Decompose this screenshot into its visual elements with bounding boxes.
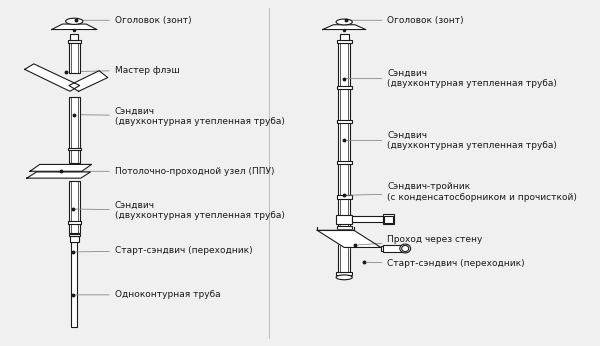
Text: Одноконтурная труба: Одноконтурная труба [76,290,220,299]
Bar [68,234,80,236]
Bar [337,40,352,44]
Bar [68,40,81,44]
Text: Потолочно-проходной узел (ППУ): Потолочно-проходной узел (ППУ) [64,167,274,176]
Bar [68,221,81,224]
Bar [68,148,81,151]
Text: Старт-сэндвич (переходник): Старт-сэндвич (переходник) [76,246,253,255]
Ellipse shape [402,245,409,252]
Bar [382,246,404,252]
Text: Проход через стену: Проход через стену [358,235,483,245]
Bar [383,214,394,225]
Polygon shape [52,24,97,29]
Bar [71,242,77,327]
Bar [337,226,352,229]
Text: Оголовок (зонт): Оголовок (зонт) [349,16,464,25]
Text: Оголовок (зонт): Оголовок (зонт) [79,16,191,25]
Text: Сэндвич
(двухконтурная утепленная труба): Сэндвич (двухконтурная утепленная труба) [346,131,557,150]
Bar [69,43,80,73]
Polygon shape [317,230,381,247]
Polygon shape [30,164,92,171]
Bar [352,216,383,222]
Bar [70,34,79,40]
Ellipse shape [336,19,352,25]
Bar [337,161,352,164]
Bar [385,216,392,223]
Bar [69,98,80,163]
Text: Сэндвич
(двухконтурная утепленная труба): Сэндвич (двухконтурная утепленная труба) [346,69,557,88]
Bar [340,34,349,40]
Bar [69,181,80,233]
Text: Сэндвич
(двухконтурная утепленная труба): Сэндвич (двухконтурная утепленная труба) [77,107,284,126]
Ellipse shape [65,18,83,24]
Polygon shape [323,25,366,29]
Text: Сэндвич
(двухконтурная утепленная труба): Сэндвич (двухконтурная утепленная труба) [76,201,284,220]
Polygon shape [69,71,108,91]
Bar [336,215,352,224]
Polygon shape [27,172,91,178]
Ellipse shape [336,275,352,280]
Polygon shape [25,64,80,91]
Text: Мастер флэш: Мастер флэш [69,65,179,74]
Bar [337,120,352,123]
Bar [337,86,352,89]
Bar [337,195,352,199]
Bar [338,43,350,273]
Text: Старт-сэндвич (переходник): Старт-сэндвич (переходник) [367,260,525,268]
Ellipse shape [400,244,410,253]
Bar [383,245,403,252]
Bar [336,272,352,275]
Text: Сэндвич-тройник
(с конденсатосборником и прочисткой): Сэндвич-тройник (с конденсатосборником и… [346,182,577,202]
Bar [70,236,79,242]
